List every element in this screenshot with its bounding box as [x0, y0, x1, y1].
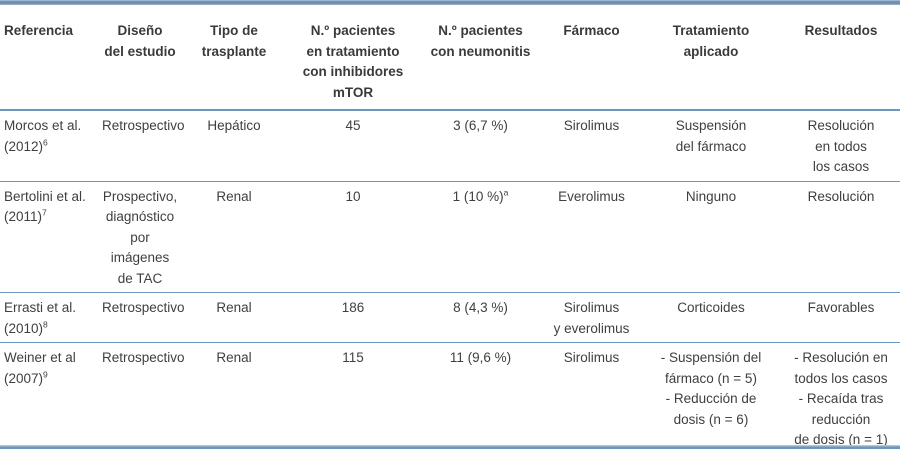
- cell-treatment: - Suspensión del fármaco (n = 5) - Reduc…: [640, 342, 782, 449]
- reference-year: (2012): [4, 138, 44, 154]
- table-row: Weiner et al (2007)9 Retrospectivo Renal …: [0, 342, 900, 449]
- col-header-farmaco: Fármaco: [543, 5, 640, 111]
- footnote-superscript: a: [503, 187, 509, 197]
- cell-n-patients-mtor: 45: [288, 110, 418, 182]
- cell-study-design: Retrospectivo: [100, 342, 185, 449]
- table-bottom-rule: [0, 445, 900, 449]
- n-pneumonitis-value: 3 (6,7 %): [453, 118, 508, 133]
- n-pneumonitis-value: 11 (9,6 %): [449, 350, 512, 365]
- cell-n-patients-mtor: 10: [288, 181, 418, 293]
- cell-transplant-type: Renal: [180, 342, 288, 449]
- n-pneumonitis-value: 8 (4,3 %): [453, 300, 508, 315]
- cell-reference: Bertolini et al. (2011)7: [0, 181, 100, 293]
- cell-n-pneumonitis: 11 (9,6 %): [418, 342, 543, 449]
- cell-transplant-type: Renal: [180, 181, 288, 293]
- reference-year: (2010): [4, 320, 44, 336]
- reference-authors: Errasti et al.: [4, 300, 77, 315]
- col-header-diseno-del-estudio: Diseño del estudio: [100, 5, 180, 111]
- cell-results: - Resolución en todos los casos - Recaíd…: [782, 342, 900, 449]
- cell-treatment: Ninguno: [640, 181, 782, 293]
- table-row: Errasti et al. (2010)8 Retrospectivo Rena…: [0, 292, 900, 343]
- cell-drug: Sirolimus: [543, 342, 640, 449]
- cell-study-design: Retrospectivo: [100, 292, 185, 343]
- reference-citation-superscript: 7: [42, 207, 47, 218]
- cell-treatment: Corticoides: [640, 292, 782, 343]
- cell-n-pneumonitis: 8 (4,3 %): [418, 292, 543, 343]
- reference-year: (2007): [4, 370, 44, 386]
- col-header-resultados: Resultados: [782, 5, 900, 111]
- cell-drug: Sirolimus: [543, 110, 640, 182]
- table-row: Morcos et al. (2012)6 Retrospectivo Hepát…: [0, 110, 900, 182]
- mtor-pneumonitis-studies-table: Referencia Diseño del estudio Tipo de tr…: [0, 5, 900, 449]
- cell-reference: Morcos et al. (2012)6: [0, 110, 100, 182]
- cell-study-design: Retrospectivo: [100, 110, 185, 182]
- col-header-referencia: Referencia: [0, 5, 100, 111]
- cell-n-pneumonitis: 1 (10 %)a: [418, 181, 543, 293]
- cell-n-patients-mtor: 186: [288, 292, 418, 343]
- cell-results: Resolución: [782, 181, 900, 293]
- col-header-tratamiento-aplicado: Tratamiento aplicado: [640, 5, 782, 111]
- cell-study-design: Prospectivo, diagnóstico por imágenes de…: [100, 181, 180, 293]
- cell-n-patients-mtor: 115: [288, 342, 418, 449]
- table-top-rule: [0, 0, 900, 5]
- cell-results: Favorables: [782, 292, 900, 343]
- table-row: Bertolini et al. (2011)7 Prospectivo, dia…: [0, 181, 900, 293]
- col-header-tipo-de-trasplante: Tipo de trasplante: [180, 5, 288, 111]
- reference-citation-superscript: 9: [43, 369, 48, 379]
- cell-treatment: Suspensión del fármaco: [640, 110, 782, 182]
- cell-reference: Weiner et al (2007)9: [0, 342, 100, 449]
- n-pneumonitis-value: 1 (10 %): [452, 188, 504, 204]
- reference-citation-superscript: 6: [43, 137, 48, 147]
- reference-year: (2011): [4, 209, 43, 224]
- col-header-n-pacientes-neumonitis: N.º pacientes con neumonitis: [418, 5, 543, 111]
- table-header-row: Referencia Diseño del estudio Tipo de tr…: [0, 5, 900, 111]
- cell-results: Resolución en todos los casos: [782, 110, 900, 182]
- reference-authors: Bertolini et al.: [4, 188, 86, 204]
- reference-citation-superscript: 8: [43, 319, 48, 329]
- reference-authors: Weiner et al: [4, 350, 76, 365]
- col-header-n-pacientes-mtor: N.º pacientes en tratamiento con inhibid…: [288, 5, 418, 111]
- cell-n-pneumonitis: 3 (6,7 %): [418, 110, 543, 182]
- cell-transplant-type: Hepático: [180, 110, 288, 182]
- cell-drug: Sirolimus y everolimus: [543, 292, 640, 343]
- reference-authors: Morcos et al.: [4, 118, 82, 133]
- cell-drug: Everolimus: [543, 181, 640, 293]
- cell-transplant-type: Renal: [180, 292, 288, 343]
- cell-reference: Errasti et al. (2010)8: [0, 292, 100, 343]
